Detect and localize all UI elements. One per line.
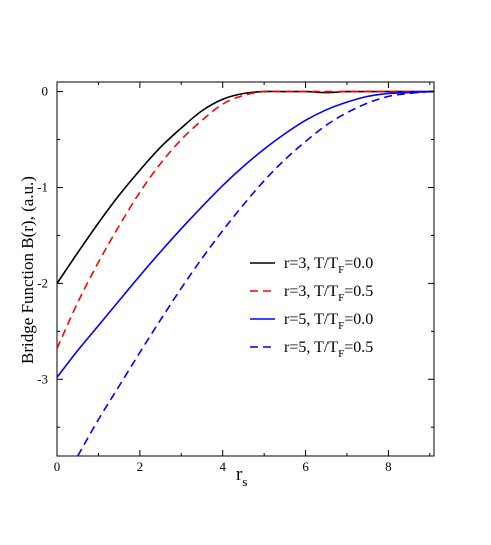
- x-axis-title-main: r: [236, 464, 243, 485]
- x-tick-label: 8: [385, 459, 392, 474]
- y-tick-label: 0: [42, 84, 49, 99]
- series-line-3: [57, 90, 434, 378]
- x-tick-label: 6: [302, 459, 309, 474]
- x-axis-title-subscript: s: [242, 474, 247, 489]
- legend-label-3: r=5, T/TF=0.0: [284, 311, 373, 332]
- plot-frame: [56, 81, 435, 457]
- series-line-1: [57, 90, 434, 284]
- legend-label-4: r=5, T/TF=0.5: [284, 339, 373, 360]
- legend-label-2: r=3, T/TF=0.5: [284, 283, 373, 304]
- series-line-4: [77, 90, 434, 456]
- axis-ticks: 0 2 4 6 8 0 -1 -2 -3: [37, 82, 434, 474]
- y-axis-title: Bridge Function B(r), (a.u.): [18, 176, 37, 364]
- series-lines: [57, 90, 434, 456]
- x-tick-label: 0: [54, 459, 61, 474]
- y-tick-label: -1: [37, 179, 48, 194]
- plot-area: [56, 81, 435, 457]
- y-tick-label: -2: [37, 275, 48, 290]
- series-line-2: [57, 90, 434, 349]
- x-tick-label: 4: [219, 459, 226, 474]
- y-tick-label: -3: [37, 371, 48, 386]
- x-axis-title: rs: [236, 464, 247, 489]
- legend: r=3, T/TF=0.0 r=3, T/TF=0.5 r=5, T/TF=0.0 r…: [250, 255, 373, 360]
- legend-label-1: r=3, T/TF=0.0: [284, 255, 373, 276]
- x-tick-label: 2: [137, 459, 144, 474]
